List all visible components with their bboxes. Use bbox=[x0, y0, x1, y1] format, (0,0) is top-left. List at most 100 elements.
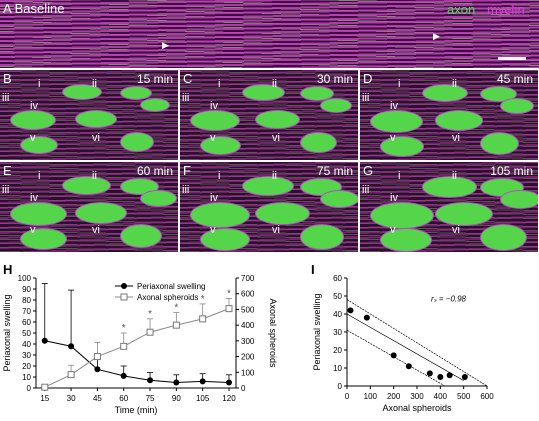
y-tick-label: 30 bbox=[333, 328, 342, 337]
axon-label-ii: ii bbox=[452, 170, 457, 182]
y-tick-label-left: 70 bbox=[22, 307, 31, 316]
arrowhead-marker: ▶ bbox=[162, 40, 169, 50]
data-point-swelling bbox=[41, 337, 48, 344]
x-axis-title: Axonal spheroids bbox=[382, 403, 452, 413]
axon-label-iii: iii bbox=[2, 92, 10, 104]
y-tick-label-left: 100 bbox=[18, 274, 32, 283]
panel-time-label: 60 min bbox=[136, 164, 173, 178]
axon-swelling-blob bbox=[140, 190, 177, 207]
x-tick-label: 100 bbox=[364, 392, 378, 401]
axon-label-i: i bbox=[218, 78, 221, 90]
x-tick-label: 0 bbox=[345, 392, 350, 401]
significance-asterisk: * bbox=[201, 294, 205, 305]
arrowhead-marker: ▶ bbox=[433, 31, 440, 41]
y-tick-label-left: 60 bbox=[22, 318, 31, 327]
significance-asterisk: * bbox=[148, 309, 152, 320]
y-tick-label-right: 100 bbox=[241, 368, 255, 377]
y-tick-label-right: 0 bbox=[241, 384, 246, 393]
y-tick-label-right: 600 bbox=[241, 290, 255, 299]
significance-asterisk: * bbox=[122, 323, 126, 334]
axon-label-v: v bbox=[30, 132, 36, 144]
scatter-point bbox=[437, 374, 444, 380]
scatter-point bbox=[347, 307, 354, 314]
x-tick-label: 600 bbox=[480, 392, 494, 401]
axon-swelling-blob bbox=[20, 136, 58, 154]
axon-swelling-blob bbox=[422, 84, 469, 103]
panel-time-label: 15 min bbox=[136, 72, 173, 86]
series-line-spheroids bbox=[44, 308, 230, 388]
axon-swelling-blob bbox=[190, 202, 251, 228]
panel-c-timelapse-image: C 30 min i ii iii iv v vi bbox=[180, 70, 358, 160]
confidence-band-upper bbox=[346, 299, 488, 387]
axon-label-v: v bbox=[30, 224, 36, 236]
legend-axon: axon bbox=[447, 2, 476, 17]
legend-label-swelling: Periaxonal swelling bbox=[137, 282, 205, 291]
axon-label-iii: iii bbox=[2, 184, 10, 196]
axon-swelling-blob bbox=[480, 224, 527, 252]
y-tick-label-right: 700 bbox=[241, 274, 255, 283]
y-tick-label-left: 40 bbox=[22, 340, 31, 349]
panel-g-timelapse-image: G 105 min i ii iii iv v vi bbox=[360, 162, 538, 252]
significance-asterisk: * bbox=[227, 288, 231, 299]
chart-h-swelling-spheroids-over-time: 0 10 20 30 40 50 60 70 80 90 100 0 100 200 300 400 500 60… bbox=[2, 274, 278, 415]
axon-swelling-blob bbox=[500, 98, 535, 114]
x-tick-label: 45 bbox=[93, 394, 102, 403]
legend-marker-spheroids bbox=[120, 293, 128, 301]
x-axis-title: Time (min) bbox=[115, 405, 158, 415]
y-tick-label-left: 20 bbox=[22, 362, 31, 371]
axon-swelling-blob bbox=[422, 176, 478, 198]
x-tick-label: 500 bbox=[457, 392, 471, 401]
axon-swelling-blob bbox=[242, 176, 295, 197]
scatter-point bbox=[363, 314, 370, 321]
y-tick-label-left: 50 bbox=[22, 329, 31, 338]
axon-swelling-blob bbox=[62, 84, 102, 100]
axon-swelling-blob bbox=[120, 224, 162, 249]
axon-swelling-blob bbox=[20, 228, 67, 250]
data-point-spheroids bbox=[172, 321, 180, 329]
axon-swelling-blob bbox=[242, 84, 286, 102]
y-tick-label: 50 bbox=[333, 292, 342, 301]
scatter-point bbox=[426, 370, 433, 377]
data-point-swelling bbox=[68, 343, 75, 350]
scatter-point bbox=[461, 374, 468, 380]
axon-swelling-blob bbox=[300, 224, 345, 250]
axon-label-i: i bbox=[218, 170, 221, 182]
axon-label-v: v bbox=[210, 224, 216, 236]
axon-swelling-blob bbox=[10, 110, 56, 130]
axon-label-ii: ii bbox=[92, 170, 97, 182]
panel-letter: F bbox=[183, 163, 191, 178]
x-tick-label: 200 bbox=[387, 392, 401, 401]
y-tick-label-right: 400 bbox=[241, 321, 255, 330]
y-tick-label: 20 bbox=[333, 346, 342, 355]
y-tick-label-right: 300 bbox=[241, 337, 255, 346]
axon-swelling-blob bbox=[370, 110, 424, 133]
panel-letter: G bbox=[363, 163, 374, 178]
axon-swelling-blob bbox=[500, 190, 538, 209]
x-tick-label: 15 bbox=[40, 394, 49, 403]
x-tick-label: 300 bbox=[410, 392, 424, 401]
axon-swelling-blob bbox=[380, 136, 424, 157]
data-point-swelling bbox=[173, 379, 180, 386]
axon-label-i: i bbox=[38, 170, 41, 182]
axon-label-iv: iv bbox=[30, 192, 38, 204]
data-point-spheroids bbox=[225, 305, 233, 313]
scatter-point bbox=[390, 352, 397, 359]
axon-label-iv: iv bbox=[210, 192, 218, 204]
axon-label-vi: vi bbox=[452, 224, 460, 236]
axon-label-i: i bbox=[398, 170, 401, 182]
y-axis-title: Periaxonal swelling bbox=[312, 293, 322, 370]
axon-swelling-blob bbox=[200, 136, 241, 156]
panel-time-label: 105 min bbox=[490, 164, 533, 178]
axon-swelling-blob bbox=[190, 110, 240, 132]
axon-swelling-blob bbox=[370, 202, 434, 230]
panel-time-label: 75 min bbox=[316, 164, 353, 178]
axon-label-iv: iv bbox=[30, 100, 38, 112]
data-point-spheroids bbox=[199, 315, 207, 323]
y-tick-label-left: 0 bbox=[27, 384, 32, 393]
panel-letter: D bbox=[363, 71, 373, 86]
confidence-band-lower bbox=[346, 329, 446, 387]
x-tick-label: 120 bbox=[222, 394, 236, 403]
data-point-spheroids bbox=[67, 371, 75, 379]
axon-swelling-blob bbox=[320, 98, 353, 113]
axon-label-vi: vi bbox=[272, 132, 280, 144]
